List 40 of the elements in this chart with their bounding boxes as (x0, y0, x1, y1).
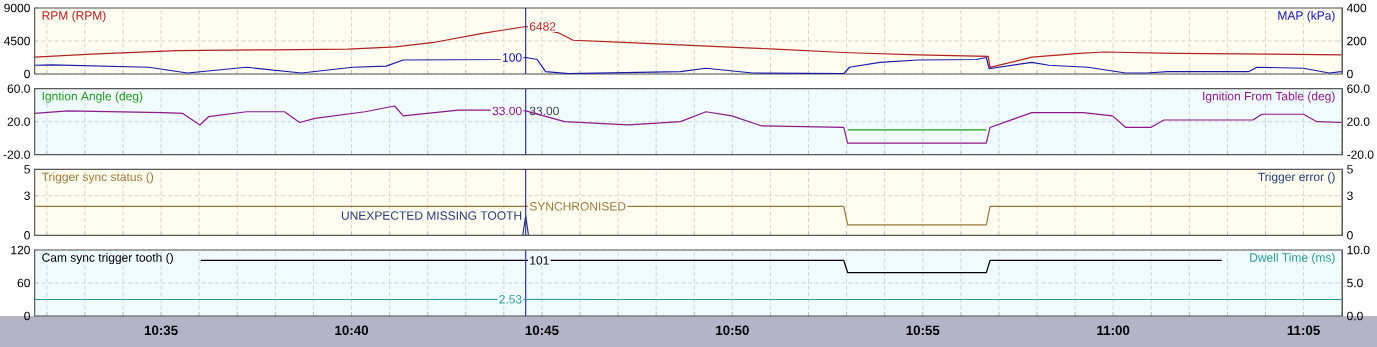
y-tick-label: 5 (1347, 165, 1353, 174)
y-tick-label: 4500 (3, 36, 30, 46)
x-tick-label: 10:55 (906, 325, 940, 336)
data-label: 101 (530, 256, 549, 265)
y-tick-label: 3 (1347, 191, 1353, 200)
y2-tick-label: 10.0 (1347, 245, 1370, 255)
x-tick-label: 11:00 (1097, 325, 1130, 336)
y-tick-label: 0 (24, 69, 30, 79)
y-tick-label: 0 (24, 311, 30, 321)
x-tick-label: 11:05 (1287, 325, 1320, 336)
annotation: 33.00 (529, 106, 559, 116)
text: MAP (kPa) (1278, 10, 1335, 23)
y-tick-label: 120 (11, 245, 30, 255)
series-label: Ignition From Table (deg) (1203, 91, 1335, 103)
y-tick-label: 60.0 (7, 84, 30, 93)
y2-tick-label: 5.0 (1347, 278, 1363, 288)
data-label: 100 (503, 53, 522, 62)
y-tick-label: 0 (1347, 231, 1353, 240)
y2-tick-label: 200 (1347, 36, 1367, 46)
x-tick-label: 10:50 (716, 325, 749, 336)
text: Dwell Time (ms) (1250, 252, 1335, 265)
y-tick-label: -20.0 (3, 150, 30, 159)
y2-tick-label: 400 (1346, 3, 1367, 13)
data-label: UNEXPECTED MISSING TOOTH (341, 211, 522, 220)
y-tick-label: 9000 (4, 3, 30, 13)
y-tick-label: 20.0 (7, 117, 30, 126)
text: Igntion Angle (deg) (42, 91, 143, 103)
data-label: 6482 (529, 22, 556, 31)
text: Cam sync trigger tooth () (42, 252, 173, 265)
data-label: 2.53 (499, 295, 522, 304)
text: Trigger error () (1258, 172, 1335, 184)
x-tick-label: 10:45 (525, 325, 559, 336)
y-tick-label: 60 (17, 278, 30, 288)
series-label: Trigger sync status () (41, 172, 154, 184)
x-tick-label: 10:40 (335, 325, 369, 336)
x-tick-label: 10:35 (144, 325, 178, 336)
y2-tick-label: 0.0 (1347, 311, 1363, 321)
text: RPM (RPM) (42, 10, 106, 23)
data-label: SYNCHRONISED (529, 202, 626, 211)
data-label: 33.00 (492, 106, 522, 116)
